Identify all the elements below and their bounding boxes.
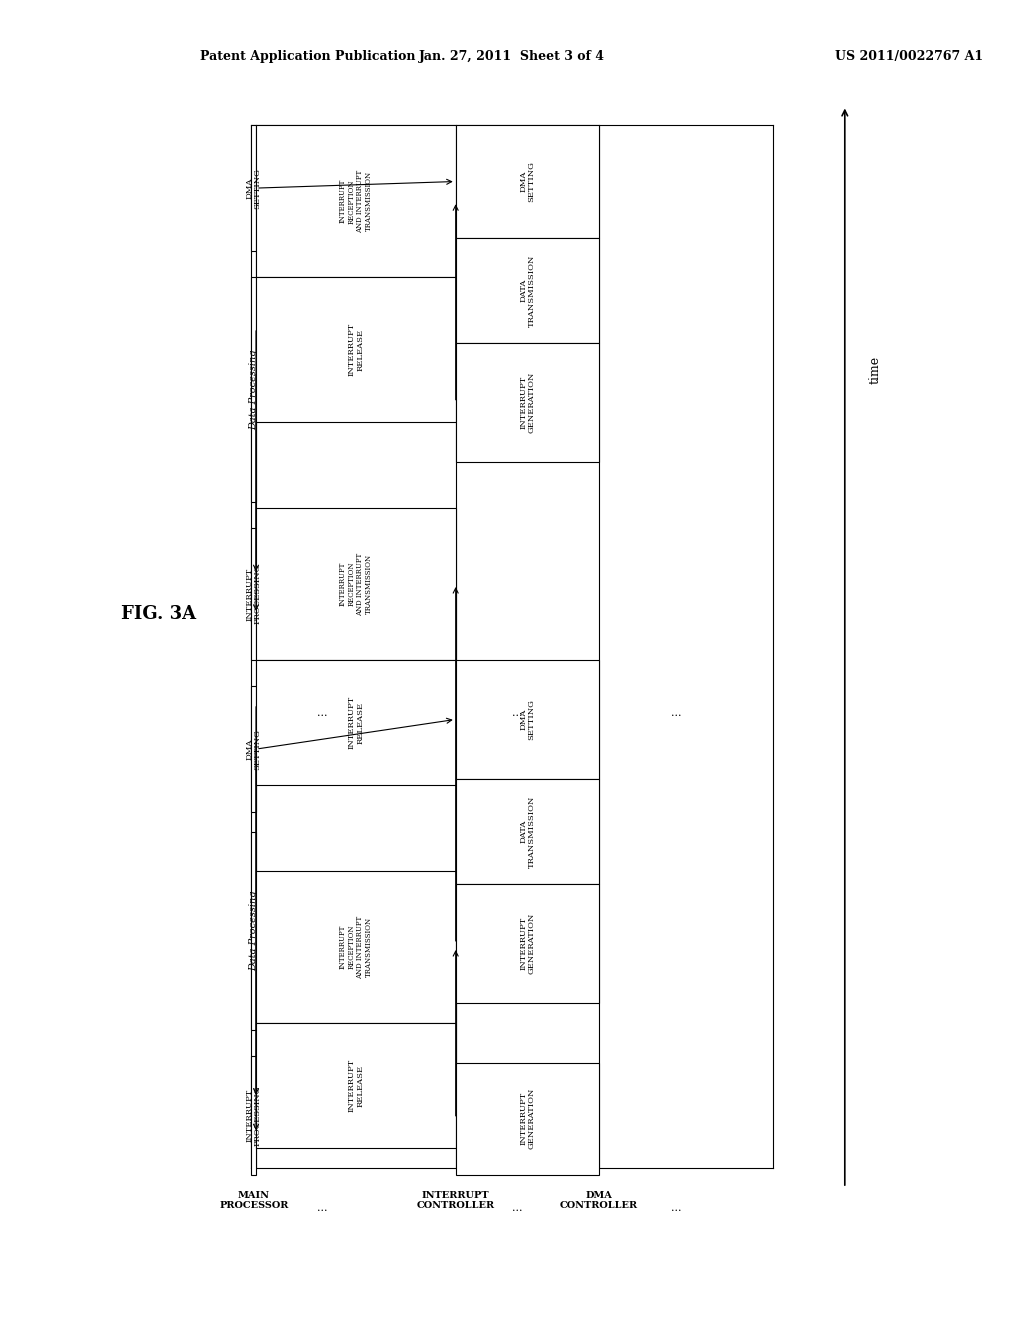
FancyBboxPatch shape	[251, 125, 256, 251]
Text: INTERRUPT
PROCESSING: INTERRUPT PROCESSING	[245, 1085, 262, 1146]
Text: INTERRUPT
GENERATION: INTERRUPT GENERATION	[519, 913, 536, 974]
FancyBboxPatch shape	[456, 1063, 599, 1175]
FancyBboxPatch shape	[251, 686, 256, 812]
FancyBboxPatch shape	[456, 779, 599, 884]
FancyBboxPatch shape	[251, 528, 256, 660]
Text: DMA
SETTING: DMA SETTING	[519, 161, 536, 202]
FancyBboxPatch shape	[456, 660, 599, 779]
Text: DATA
TRANSMISSION: DATA TRANSMISSION	[519, 796, 536, 867]
Text: MAIN
PROCESSOR: MAIN PROCESSOR	[219, 1191, 289, 1210]
Text: Data Processing: Data Processing	[249, 350, 258, 429]
Text: ...: ...	[671, 1203, 681, 1213]
Text: DATA
TRANSMISSION: DATA TRANSMISSION	[519, 255, 536, 326]
Text: INTERRUPT
RELEASE: INTERRUPT RELEASE	[347, 1059, 365, 1113]
FancyBboxPatch shape	[256, 508, 456, 660]
FancyBboxPatch shape	[456, 238, 599, 343]
Text: Patent Application Publication: Patent Application Publication	[200, 50, 415, 63]
FancyBboxPatch shape	[456, 125, 599, 238]
Text: INTERRUPT
GENERATION: INTERRUPT GENERATION	[519, 1088, 536, 1150]
Text: FIG. 3A: FIG. 3A	[121, 605, 197, 623]
Text: INTERRUPT
CONTROLLER: INTERRUPT CONTROLLER	[417, 1191, 495, 1210]
Text: INTERRUPT
PROCESSING: INTERRUPT PROCESSING	[245, 564, 262, 624]
Text: US 2011/0022767 A1: US 2011/0022767 A1	[835, 50, 983, 63]
Text: DMA
SETTING: DMA SETTING	[245, 729, 262, 770]
FancyBboxPatch shape	[256, 1023, 456, 1148]
Text: Jan. 27, 2011  Sheet 3 of 4: Jan. 27, 2011 Sheet 3 of 4	[419, 50, 605, 63]
Text: DMA
SETTING: DMA SETTING	[245, 168, 262, 209]
Text: ...: ...	[317, 1203, 328, 1213]
FancyBboxPatch shape	[251, 277, 256, 502]
FancyBboxPatch shape	[251, 832, 256, 1030]
FancyBboxPatch shape	[256, 660, 456, 785]
Text: DMA
CONTROLLER: DMA CONTROLLER	[560, 1191, 638, 1210]
Text: INTERRUPT
RECEPTION
AND INTERRUPT
TRANSMISSION: INTERRUPT RECEPTION AND INTERRUPT TRANSM…	[339, 916, 373, 978]
Text: DMA
SETTING: DMA SETTING	[519, 700, 536, 739]
Text: INTERRUPT
RECEPTION
AND INTERRUPT
TRANSMISSION: INTERRUPT RECEPTION AND INTERRUPT TRANSM…	[339, 553, 373, 615]
Text: INTERRUPT
RECEPTION
AND INTERRUPT
TRANSMISSION: INTERRUPT RECEPTION AND INTERRUPT TRANSM…	[339, 170, 373, 232]
FancyBboxPatch shape	[456, 884, 599, 1003]
Text: time: time	[869, 355, 882, 384]
FancyBboxPatch shape	[251, 1056, 256, 1175]
Text: ...: ...	[317, 708, 328, 718]
Text: INTERRUPT
GENERATION: INTERRUPT GENERATION	[519, 372, 536, 433]
FancyBboxPatch shape	[256, 277, 456, 422]
Text: ...: ...	[671, 708, 681, 718]
Text: ...: ...	[512, 1203, 522, 1213]
Text: INTERRUPT
RELEASE: INTERRUPT RELEASE	[347, 323, 365, 376]
Text: ...: ...	[512, 708, 522, 718]
Text: INTERRUPT
RELEASE: INTERRUPT RELEASE	[347, 696, 365, 750]
FancyBboxPatch shape	[456, 343, 599, 462]
FancyBboxPatch shape	[256, 871, 456, 1023]
Text: Data Processing: Data Processing	[249, 891, 258, 970]
FancyBboxPatch shape	[256, 125, 456, 277]
